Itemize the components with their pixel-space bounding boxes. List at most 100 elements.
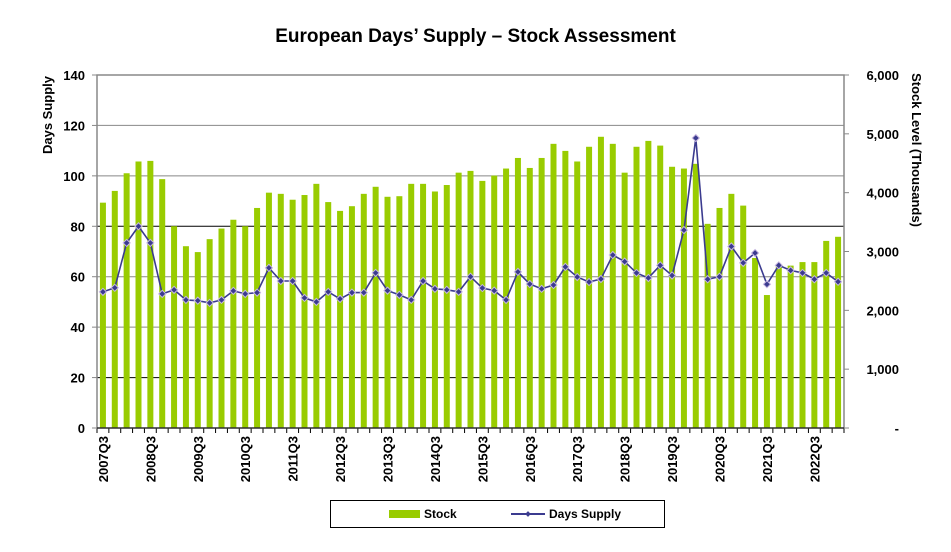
point-days-supply xyxy=(335,294,345,304)
point-days-supply xyxy=(572,272,582,282)
y2-tick-label: 6,000 xyxy=(866,68,899,83)
x-tick-label: 2013Q3 xyxy=(381,436,396,482)
legend: Stock Days Supply xyxy=(330,500,665,528)
bar-stock xyxy=(479,180,486,428)
legend-label-stock: Stock xyxy=(424,507,457,521)
legend-swatch-stock xyxy=(389,510,420,518)
y-tick-label: 20 xyxy=(71,371,85,386)
bar-stock xyxy=(242,226,249,428)
x-tick-label: 2018Q3 xyxy=(618,436,633,482)
point-days-supply xyxy=(632,268,641,278)
point-days-supply xyxy=(288,276,297,286)
y-tick-label: 0 xyxy=(78,421,85,436)
bar-stock xyxy=(230,219,237,428)
point-days-supply xyxy=(596,274,606,284)
bar-stock xyxy=(716,207,723,428)
bar-stock xyxy=(277,193,284,428)
point-days-supply xyxy=(786,266,795,275)
point-days-supply xyxy=(644,273,653,283)
point-days-supply xyxy=(608,250,618,260)
bar-stock xyxy=(657,145,664,428)
x-tick-label: 2011Q3 xyxy=(286,436,301,482)
bar-stock xyxy=(692,163,699,429)
bar-stock xyxy=(455,172,462,428)
y2-tick-label: 4,000 xyxy=(866,186,899,201)
bar-stock xyxy=(147,160,154,428)
bar-stock xyxy=(289,199,296,428)
point-days-supply xyxy=(489,286,499,295)
legend-line-marker-icon xyxy=(511,509,545,519)
bar-stock xyxy=(431,191,438,428)
point-days-supply xyxy=(205,298,214,308)
point-days-supply xyxy=(359,288,369,297)
x-tick-label: 2021Q3 xyxy=(760,436,775,482)
bar-stock xyxy=(799,262,806,428)
point-days-supply xyxy=(703,274,712,284)
point-days-supply xyxy=(774,261,784,270)
bar-stock xyxy=(514,157,521,428)
point-days-supply xyxy=(833,277,843,286)
point-days-supply xyxy=(537,284,546,294)
point-days-supply xyxy=(750,248,760,258)
bar-stock xyxy=(254,207,261,428)
bar-stock xyxy=(787,265,794,428)
point-days-supply xyxy=(715,272,724,281)
bar-stock xyxy=(218,228,225,428)
bar-stock xyxy=(775,265,782,428)
point-days-supply xyxy=(252,288,262,297)
x-tick-label: 2016Q3 xyxy=(523,436,538,482)
x-tick-label: 2012Q3 xyxy=(333,436,348,482)
point-days-supply xyxy=(655,261,665,270)
legend-item-stock: Stock xyxy=(389,507,457,521)
bar-stock xyxy=(135,161,142,429)
y2-tick-label: - xyxy=(895,421,899,436)
point-days-supply xyxy=(110,283,120,293)
y-tick-label: 40 xyxy=(71,320,85,335)
bar-stock xyxy=(835,236,842,428)
point-days-supply xyxy=(430,284,440,294)
y2-axis-title: Stock Level (Thousands) xyxy=(909,73,924,227)
point-days-supply xyxy=(371,268,380,278)
bar-stock xyxy=(408,183,415,428)
point-days-supply xyxy=(501,295,511,305)
bar-stock xyxy=(562,150,569,428)
point-days-supply xyxy=(727,242,736,251)
chart-title: European Days’ Supply – Stock Assessment xyxy=(275,26,676,47)
bar-stock xyxy=(443,185,450,428)
point-days-supply xyxy=(395,290,404,300)
bar-stock xyxy=(360,193,367,428)
bar-stock xyxy=(111,190,118,428)
bar-stock xyxy=(491,175,498,428)
bar-stock xyxy=(586,146,593,428)
point-days-supply xyxy=(442,285,452,295)
bar-stock xyxy=(669,166,676,428)
point-days-supply xyxy=(821,268,831,278)
point-days-supply xyxy=(264,263,274,273)
point-days-supply xyxy=(181,295,191,305)
point-days-supply xyxy=(312,297,321,307)
point-days-supply xyxy=(738,258,748,268)
point-days-supply xyxy=(300,293,309,303)
bar-stock xyxy=(301,195,308,428)
x-tick-label: 2010Q3 xyxy=(238,436,253,482)
bar-stock xyxy=(206,239,213,428)
bar-stock xyxy=(348,206,355,428)
point-days-supply xyxy=(679,225,689,235)
bar-stock xyxy=(728,193,735,428)
point-days-supply xyxy=(418,276,428,286)
bar-stock xyxy=(325,202,332,428)
bar-stock xyxy=(396,196,403,428)
y2-tick-label: 3,000 xyxy=(866,245,899,260)
bar-stock xyxy=(420,183,427,428)
point-days-supply xyxy=(347,288,357,297)
bar-stock xyxy=(574,161,581,429)
point-days-supply xyxy=(466,272,475,281)
point-days-supply xyxy=(146,238,155,248)
point-days-supply xyxy=(122,238,131,248)
bar-stock xyxy=(182,246,189,428)
x-tick-label: 2019Q3 xyxy=(665,436,680,482)
bar-stock xyxy=(372,186,379,428)
y-tick-label: 140 xyxy=(63,68,85,83)
bar-stock xyxy=(467,170,474,429)
